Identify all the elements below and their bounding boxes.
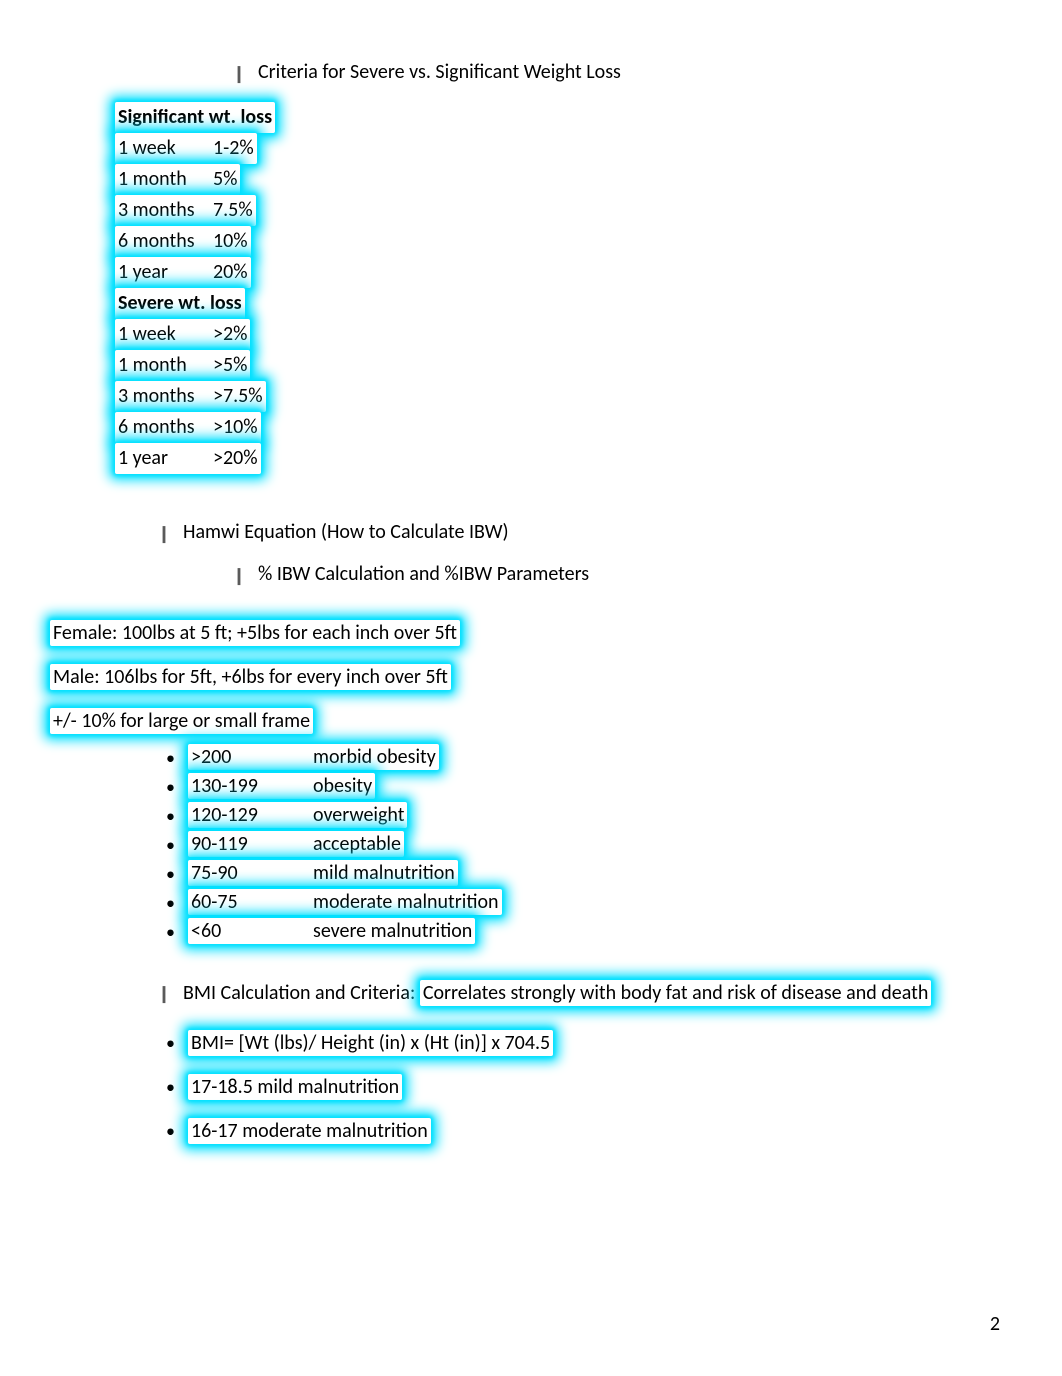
disc-bullet-icon: • — [160, 1074, 188, 1098]
disc-bullet-icon: • — [160, 861, 188, 885]
ibw-label: moderate malnutrition — [313, 890, 499, 914]
heading-text: Hamwi Equation (How to Calculate IBW) — [173, 520, 509, 544]
disc-bullet-icon: • — [160, 919, 188, 943]
page-number: 2 — [990, 1312, 1000, 1336]
sev-period-2: 3 months — [118, 382, 213, 411]
sev-period-1: 1 month — [118, 351, 213, 380]
heading-hamwi: ❙ Hamwi Equation (How to Calculate IBW) — [155, 520, 1002, 544]
ibw-row: •90-119acceptable — [160, 831, 1002, 857]
sev-val-0: >2% — [213, 320, 247, 349]
bmi-row: •17-18.5 mild malnutrition — [160, 1074, 1002, 1100]
ibw-range: >200 — [191, 745, 313, 769]
sig-period-3: 6 months — [118, 227, 213, 256]
bmi-item-text: BMI= [Wt (lbs)/ Height (in) x (Ht (in)] … — [188, 1030, 553, 1056]
bmi-item-text: 16-17 moderate malnutrition — [188, 1118, 431, 1144]
bullet-icon: ❙ — [155, 520, 173, 544]
sig-val-4: 20% — [213, 258, 248, 287]
ibw-row: •120-129overweight — [160, 802, 1002, 828]
weight-loss-table: Significant wt. loss 1 week1-2% 1 month5… — [115, 102, 1002, 474]
heading-criteria: ❙ Criteria for Severe vs. Significant We… — [230, 60, 1002, 84]
ibw-range: 60-75 — [191, 890, 313, 914]
ibw-range: 130-199 — [191, 774, 313, 798]
severe-title: Severe wt. loss — [115, 288, 245, 319]
ibw-label: morbid obesity — [313, 745, 436, 769]
hamwi-female: Female: 100lbs at 5 ft; +5lbs for each i… — [50, 620, 460, 646]
sev-val-2: >7.5% — [213, 382, 263, 411]
hamwi-frame: +/- 10% for large or small frame — [50, 708, 313, 734]
sig-period-4: 1 year — [118, 258, 213, 287]
sev-period-4: 1 year — [118, 444, 213, 473]
sig-val-2: 7.5% — [213, 196, 253, 225]
sig-val-3: 10% — [213, 227, 248, 256]
bmi-heading-highlight: Correlates strongly with body fat and ri… — [420, 980, 931, 1006]
disc-bullet-icon: • — [160, 832, 188, 856]
ibw-label: mild malnutrition — [313, 861, 455, 885]
disc-bullet-icon: • — [160, 1118, 188, 1142]
sev-period-0: 1 week — [118, 320, 213, 349]
ibw-label: obesity — [313, 774, 372, 798]
sig-period-0: 1 week — [118, 134, 213, 163]
heading-text: % IBW Calculation and %IBW Parameters — [248, 562, 589, 586]
ibw-range: 90-119 — [191, 832, 313, 856]
disc-bullet-icon: • — [160, 803, 188, 827]
ibw-range: 120-129 — [191, 803, 313, 827]
sev-val-1: >5% — [213, 351, 247, 380]
ibw-label: overweight — [313, 803, 404, 827]
heading-text: Criteria for Severe vs. Significant Weig… — [248, 60, 621, 84]
ibw-row: •<60severe malnutrition — [160, 918, 1002, 944]
ibw-row: •130-199obesity — [160, 773, 1002, 799]
sig-val-1: 5% — [213, 165, 237, 194]
ibw-row: •60-75moderate malnutrition — [160, 889, 1002, 915]
hamwi-male: Male: 106lbs for 5ft, +6lbs for every in… — [50, 664, 451, 690]
disc-bullet-icon: • — [160, 745, 188, 769]
ibw-params-list: •>200morbid obesity•130-199obesity•120-1… — [160, 744, 1002, 944]
bmi-heading-prefix: BMI Calculation and Criteria: — [183, 981, 420, 1005]
sev-val-4: >20% — [213, 444, 258, 473]
ibw-label: acceptable — [313, 832, 401, 856]
bmi-row: •BMI= [Wt (lbs)/ Height (in) x (Ht (in)]… — [160, 1030, 1002, 1056]
sev-val-3: >10% — [213, 413, 258, 442]
heading-bmi: ❙ BMI Calculation and Criteria: Correlat… — [155, 980, 1002, 1006]
bullet-icon: ❙ — [230, 60, 248, 84]
bmi-row: •16-17 moderate malnutrition — [160, 1118, 1002, 1144]
ibw-range: 75-90 — [191, 861, 313, 885]
disc-bullet-icon: • — [160, 774, 188, 798]
bullet-icon: ❙ — [230, 562, 248, 586]
bmi-item-text: 17-18.5 mild malnutrition — [188, 1074, 402, 1100]
bullet-icon: ❙ — [155, 980, 173, 1004]
disc-bullet-icon: • — [160, 890, 188, 914]
ibw-row: •75-90mild malnutrition — [160, 860, 1002, 886]
disc-bullet-icon: • — [160, 1030, 188, 1054]
sev-period-3: 6 months — [118, 413, 213, 442]
ibw-label: severe malnutrition — [313, 919, 472, 943]
sig-period-2: 3 months — [118, 196, 213, 225]
ibw-range: <60 — [191, 919, 313, 943]
significant-title: Significant wt. loss — [115, 102, 275, 133]
bmi-list: •BMI= [Wt (lbs)/ Height (in) x (Ht (in)]… — [160, 1030, 1002, 1144]
sig-val-0: 1-2% — [213, 134, 254, 163]
sig-period-1: 1 month — [118, 165, 213, 194]
ibw-row: •>200morbid obesity — [160, 744, 1002, 770]
heading-ibw-calc: ❙ % IBW Calculation and %IBW Parameters — [230, 562, 1002, 586]
